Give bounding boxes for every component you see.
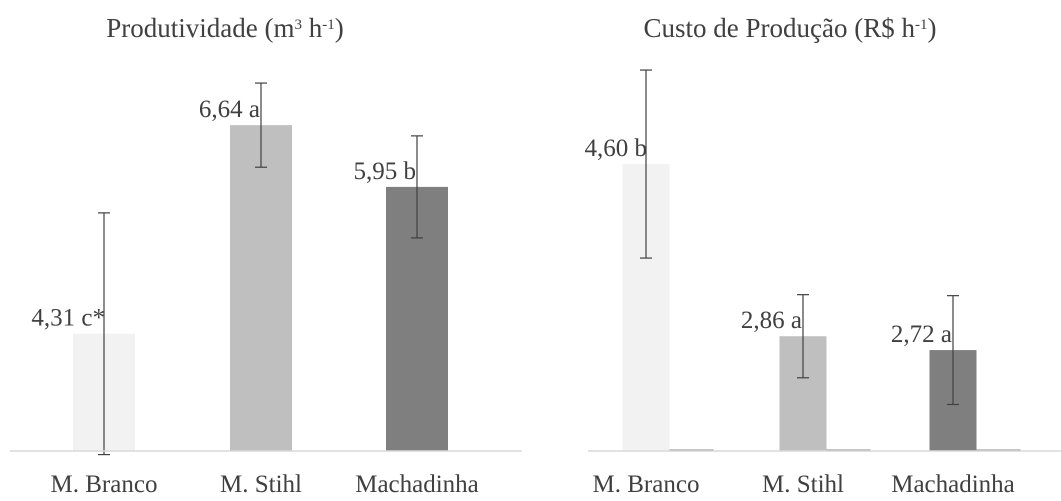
production-cost-chart: Custo de Produção (R$ h-1) 4,60 b M. Branc… <box>585 13 1061 498</box>
category-label: M. Stihl <box>220 471 302 498</box>
error-bar <box>797 294 809 379</box>
category-label: Machadinha <box>355 471 479 498</box>
category-label: M. Stihl <box>762 471 844 498</box>
error-bar <box>640 69 652 259</box>
category-label: M. Branco <box>51 471 158 498</box>
category-label: Machadinha <box>891 471 1015 498</box>
data-label: 4,60 b <box>585 135 648 162</box>
chart-title: Custo de Produção (R$ h-1) <box>644 13 937 43</box>
error-bar <box>98 212 110 456</box>
data-label: 4,31 c* <box>31 305 105 332</box>
data-label: 2,72 a <box>891 321 952 348</box>
error-bar <box>947 295 959 406</box>
error-bar <box>411 135 423 239</box>
data-label: 6,64 a <box>199 96 260 123</box>
chart-title: Produtividade (m3 h-1) <box>106 13 343 43</box>
productivity-chart: Produtividade (m3 h-1) 4,31 c* M. Branco 6,… <box>10 13 522 498</box>
data-label: 2,86 a <box>741 307 802 334</box>
error-bar <box>255 82 267 168</box>
bar-m-stihl <box>230 125 292 451</box>
data-label: 5,95 b <box>354 158 417 185</box>
category-label: M. Branco <box>593 471 700 498</box>
